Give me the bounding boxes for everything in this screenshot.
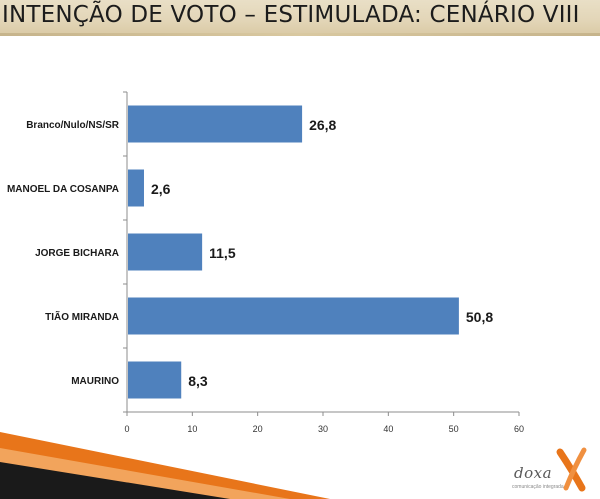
x-tick-label: 30 bbox=[318, 424, 328, 434]
data-label: 50,8 bbox=[466, 309, 493, 325]
category-label: TIÃO MIRANDA bbox=[45, 310, 119, 323]
data-label: 26,8 bbox=[309, 117, 336, 133]
bar bbox=[128, 169, 144, 207]
x-tick-label: 0 bbox=[124, 424, 129, 434]
title-band: INTENÇÃO DE VOTO – ESTIMULADA: CENÁRIO V… bbox=[0, 0, 600, 36]
data-label: 11,5 bbox=[209, 245, 236, 261]
category-label: MAURINO bbox=[71, 376, 119, 387]
bar bbox=[128, 233, 203, 271]
data-label: 2,6 bbox=[151, 181, 171, 197]
doxa-logo-mark bbox=[556, 447, 587, 492]
corner-chevron-decoration bbox=[0, 432, 330, 499]
x-tick-label: 50 bbox=[449, 424, 459, 434]
category-label: MANOEL DA COSANPA bbox=[7, 184, 119, 195]
black-chevron-stripe bbox=[0, 462, 230, 499]
x-tick-label: 60 bbox=[514, 424, 524, 434]
category-label: Branco/Nulo/NS/SR bbox=[26, 120, 120, 131]
x-tick-label: 10 bbox=[187, 424, 197, 434]
page-title: INTENÇÃO DE VOTO – ESTIMULADA: CENÁRIO V… bbox=[2, 2, 580, 28]
x-tick-label: 20 bbox=[253, 424, 263, 434]
data-label: 8,3 bbox=[188, 373, 208, 389]
x-tick-label: 40 bbox=[383, 424, 393, 434]
logo-name: doxa bbox=[514, 464, 553, 482]
bar bbox=[128, 361, 182, 399]
category-label: JORGE BICHARA bbox=[35, 248, 119, 259]
doxa-logo: doxa comunicação integrada bbox=[512, 443, 586, 491]
logo-x-orange-stroke-2 bbox=[563, 447, 587, 491]
plot-area: 0 10 20 30 40 50 60 Branco/Nulo/NS/SR 26,8 MANOEL… bbox=[7, 91, 524, 434]
logo-tagline: comunicação integrada bbox=[512, 484, 564, 490]
bar bbox=[128, 297, 459, 335]
bar bbox=[128, 105, 303, 143]
